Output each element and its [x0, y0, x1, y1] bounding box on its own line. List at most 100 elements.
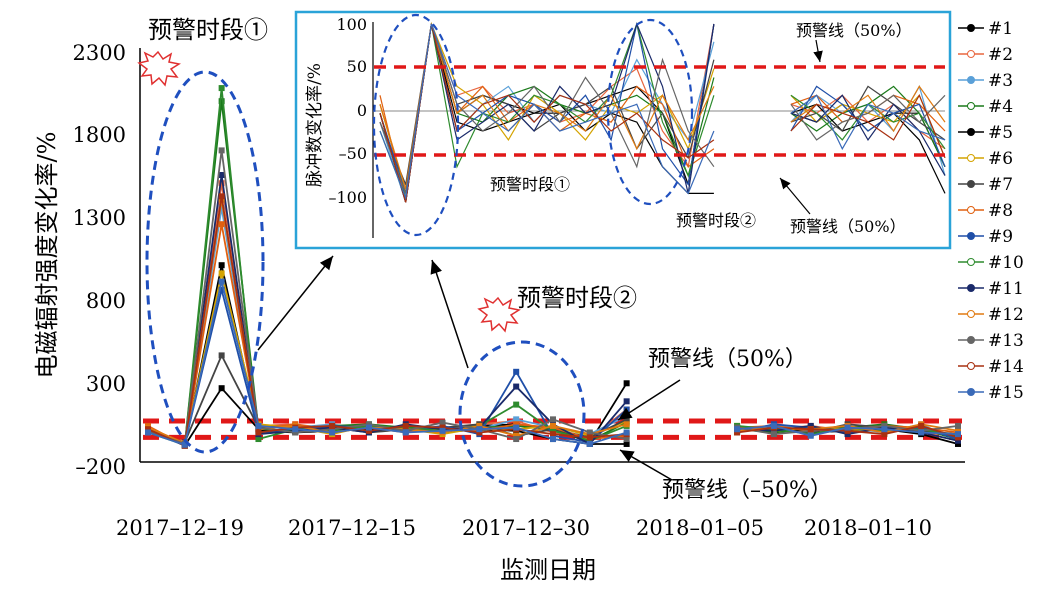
data-point [623, 440, 630, 447]
data-point [623, 406, 630, 413]
data-point [255, 429, 262, 436]
data-point [513, 368, 520, 375]
data-point [550, 422, 556, 429]
data-point [955, 434, 961, 441]
data-point [550, 431, 556, 438]
inset-period1-label: 预警时段① [490, 175, 570, 194]
legend: #1 #2 #3 #4 #5 #6 #7 #8 #9 #10 #11 #12 #13 #14 #15 [958, 19, 1024, 403]
data-point [881, 426, 888, 433]
data-point [218, 147, 225, 154]
legend-label: #1 [988, 19, 1013, 39]
series-group [145, 85, 961, 449]
inset-series-line-14 [379, 23, 946, 203]
inset-y-tick: –100 [328, 188, 367, 207]
legend-label: #5 [988, 123, 1013, 143]
inset-upper-label: 预警线（50%） [796, 21, 912, 40]
data-point [770, 422, 777, 429]
data-point [439, 424, 446, 431]
inset-y-tick: 0 [357, 101, 367, 120]
data-point [550, 427, 556, 434]
data-point [365, 421, 372, 428]
y-axis-label: 电磁辐射强度变化率/% [33, 132, 61, 379]
data-point [623, 429, 630, 436]
data-point [513, 401, 520, 408]
legend-label: #13 [988, 331, 1024, 351]
data-point [218, 180, 225, 187]
data-point [402, 429, 409, 436]
legend-label: #4 [988, 97, 1013, 117]
data-point [844, 424, 851, 431]
legend-marker [967, 50, 975, 58]
legend-label: #11 [988, 279, 1024, 299]
y-tick-label: –200 [75, 455, 126, 479]
data-point [218, 221, 225, 228]
data-point [844, 431, 851, 438]
data-point [329, 429, 336, 436]
period1-label: 预警时段① [148, 16, 268, 44]
inset-y-label: 脉冲数变化率/% [305, 63, 325, 187]
legend-marker [967, 388, 975, 396]
data-point [955, 437, 961, 444]
inset-y-tick: 50 [347, 57, 367, 76]
legend-label: #8 [988, 201, 1013, 221]
inset-frame [294, 10, 952, 250]
data-point [550, 416, 556, 423]
legend-label: #12 [988, 305, 1024, 325]
data-point [770, 431, 777, 438]
legend-marker [967, 180, 975, 188]
data-point [807, 422, 814, 429]
data-point [145, 426, 151, 433]
data-point [586, 440, 593, 447]
legend-marker [967, 284, 975, 292]
legend-label: #15 [988, 383, 1024, 403]
data-point [513, 424, 520, 431]
data-point [329, 426, 336, 433]
legend-label: #9 [988, 227, 1013, 247]
data-point [365, 427, 372, 434]
x-tick-label: 2018–01–05 [636, 516, 764, 540]
legend-marker [967, 362, 975, 370]
data-point [807, 426, 814, 433]
data-point [550, 436, 556, 443]
inset-period2-ellipse [606, 18, 694, 206]
data-point [513, 421, 520, 428]
data-point [292, 426, 299, 433]
period2-label: 预警时段② [517, 284, 637, 312]
data-point [623, 398, 630, 405]
data-point [292, 429, 299, 436]
inset-chart: 脉冲数变化率/% 100 50 0 –50 –100 预警线（50%） 预警线（… [294, 10, 952, 250]
data-point [586, 437, 593, 444]
data-point [218, 270, 225, 277]
data-point [439, 419, 446, 426]
data-point [844, 427, 851, 434]
data-point [918, 422, 925, 429]
data-point [439, 427, 446, 434]
legend-marker [967, 76, 975, 84]
annotation-arrows [257, 255, 681, 481]
data-point [881, 431, 888, 438]
data-point [218, 98, 225, 105]
period2-burst-icon [477, 296, 521, 333]
inset-period2-label: 预警时段② [676, 211, 756, 230]
upper-warning-label: 预警线（50%） [648, 347, 807, 372]
data-point [218, 352, 225, 359]
data-point [145, 429, 151, 436]
lower-warning-label: 预警线（–50%） [662, 478, 832, 503]
data-point [881, 422, 888, 429]
data-point [513, 436, 520, 443]
data-point [955, 431, 961, 438]
period1-ellipse [145, 70, 265, 454]
legend-marker [967, 24, 975, 32]
data-point [918, 429, 925, 436]
y-tick-label: 1300 [73, 206, 126, 230]
data-point [586, 434, 593, 441]
data-point [955, 440, 961, 447]
inset-series-group [379, 21, 946, 203]
legend-marker [967, 102, 975, 110]
legend-marker [967, 128, 975, 136]
data-point [402, 422, 409, 429]
x-axis-label: 监测日期 [500, 556, 596, 584]
x-tick-label: 2017–12–19 [116, 516, 244, 540]
y-tick-label: 300 [86, 372, 126, 396]
